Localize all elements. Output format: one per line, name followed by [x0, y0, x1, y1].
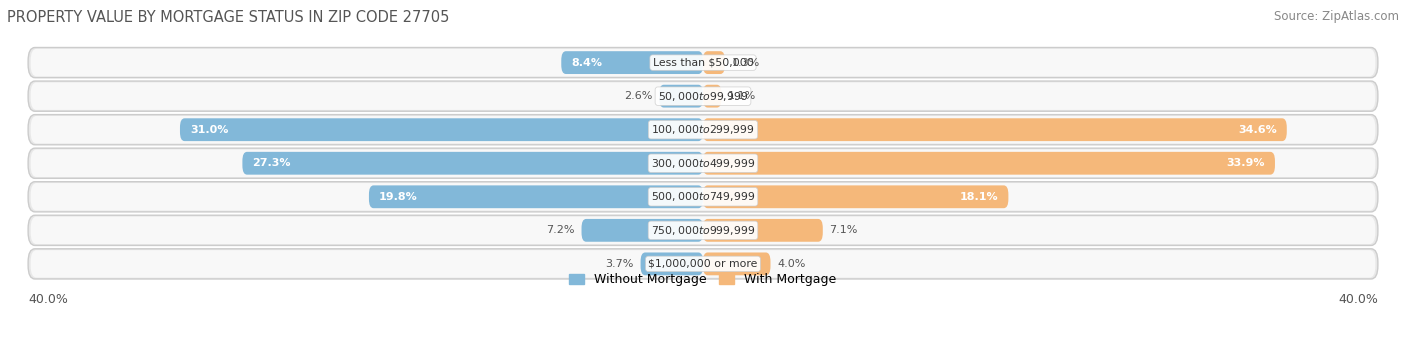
- FancyBboxPatch shape: [703, 185, 1008, 208]
- FancyBboxPatch shape: [703, 85, 721, 107]
- FancyBboxPatch shape: [31, 250, 1375, 278]
- Text: 3.7%: 3.7%: [606, 259, 634, 269]
- Text: 4.0%: 4.0%: [778, 259, 806, 269]
- FancyBboxPatch shape: [28, 148, 1378, 179]
- FancyBboxPatch shape: [31, 82, 1375, 110]
- FancyBboxPatch shape: [180, 118, 703, 141]
- FancyBboxPatch shape: [31, 183, 1375, 210]
- Text: 1.3%: 1.3%: [731, 57, 759, 68]
- FancyBboxPatch shape: [703, 118, 1286, 141]
- FancyBboxPatch shape: [31, 116, 1375, 143]
- FancyBboxPatch shape: [28, 115, 1378, 145]
- Text: $500,000 to $749,999: $500,000 to $749,999: [651, 190, 755, 203]
- FancyBboxPatch shape: [242, 152, 703, 175]
- Text: 34.6%: 34.6%: [1237, 125, 1277, 135]
- Text: $50,000 to $99,999: $50,000 to $99,999: [658, 90, 748, 103]
- Text: PROPERTY VALUE BY MORTGAGE STATUS IN ZIP CODE 27705: PROPERTY VALUE BY MORTGAGE STATUS IN ZIP…: [7, 10, 450, 25]
- Text: 40.0%: 40.0%: [1339, 293, 1378, 306]
- Text: Less than $50,000: Less than $50,000: [652, 57, 754, 68]
- FancyBboxPatch shape: [703, 51, 725, 74]
- Legend: Without Mortgage, With Mortgage: Without Mortgage, With Mortgage: [564, 268, 842, 291]
- FancyBboxPatch shape: [561, 51, 703, 74]
- FancyBboxPatch shape: [28, 182, 1378, 212]
- FancyBboxPatch shape: [659, 85, 703, 107]
- Text: 31.0%: 31.0%: [190, 125, 228, 135]
- FancyBboxPatch shape: [28, 215, 1378, 245]
- Text: $100,000 to $299,999: $100,000 to $299,999: [651, 123, 755, 136]
- FancyBboxPatch shape: [28, 48, 1378, 78]
- FancyBboxPatch shape: [703, 253, 770, 275]
- Text: 8.4%: 8.4%: [571, 57, 602, 68]
- Text: 7.1%: 7.1%: [830, 225, 858, 235]
- FancyBboxPatch shape: [28, 249, 1378, 279]
- Text: 2.6%: 2.6%: [624, 91, 652, 101]
- FancyBboxPatch shape: [703, 152, 1275, 175]
- FancyBboxPatch shape: [31, 217, 1375, 244]
- Text: 27.3%: 27.3%: [253, 158, 291, 168]
- FancyBboxPatch shape: [368, 185, 703, 208]
- FancyBboxPatch shape: [641, 253, 703, 275]
- Text: $750,000 to $999,999: $750,000 to $999,999: [651, 224, 755, 237]
- FancyBboxPatch shape: [703, 219, 823, 242]
- Text: 18.1%: 18.1%: [960, 192, 998, 202]
- FancyBboxPatch shape: [31, 150, 1375, 177]
- FancyBboxPatch shape: [31, 49, 1375, 76]
- FancyBboxPatch shape: [582, 219, 703, 242]
- Text: 33.9%: 33.9%: [1226, 158, 1265, 168]
- Text: 1.1%: 1.1%: [728, 91, 756, 101]
- Text: $1,000,000 or more: $1,000,000 or more: [648, 259, 758, 269]
- Text: 7.2%: 7.2%: [547, 225, 575, 235]
- Text: 19.8%: 19.8%: [380, 192, 418, 202]
- Text: 40.0%: 40.0%: [28, 293, 67, 306]
- FancyBboxPatch shape: [28, 81, 1378, 111]
- Text: $300,000 to $499,999: $300,000 to $499,999: [651, 157, 755, 170]
- Text: Source: ZipAtlas.com: Source: ZipAtlas.com: [1274, 10, 1399, 23]
